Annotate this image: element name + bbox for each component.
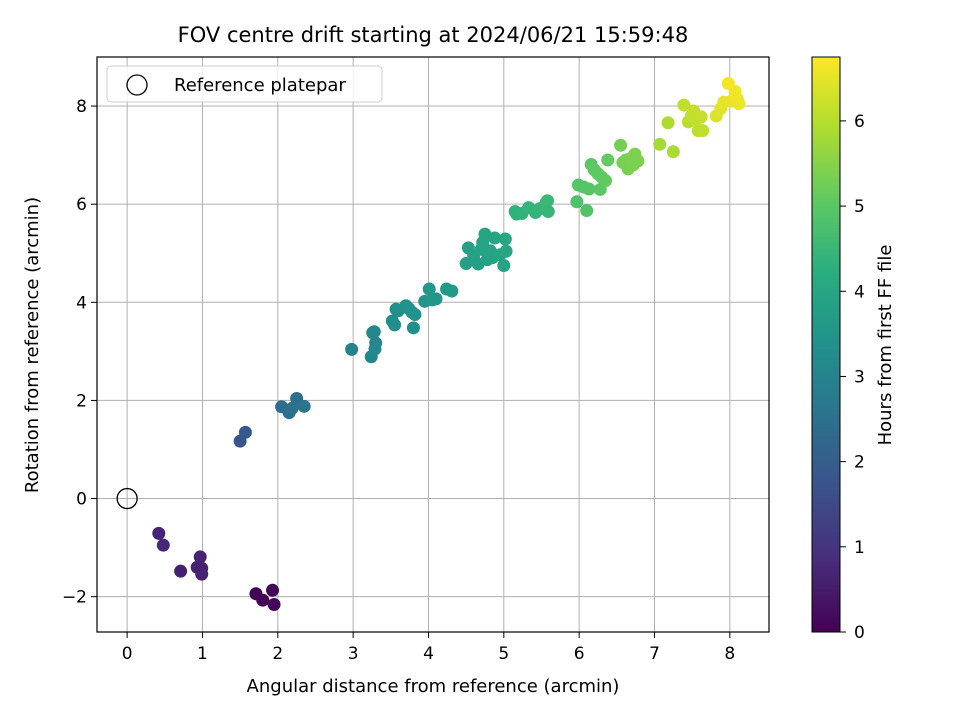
x-tick-label: 5 <box>498 644 509 664</box>
reference-platepar-point <box>116 487 138 510</box>
colorbar-tick-label: 1 <box>854 538 865 558</box>
data-point <box>388 318 402 332</box>
y-axis-ticks: −2 0 2 4 6 8 <box>62 97 97 608</box>
data-point <box>580 204 594 218</box>
legend-marker <box>126 74 148 96</box>
y-tick-label: 6 <box>76 195 87 215</box>
data-point <box>174 564 188 578</box>
y-tick-label: 0 <box>76 490 87 510</box>
data-point <box>195 567 209 581</box>
data-point <box>541 205 555 219</box>
data-point <box>266 583 280 597</box>
data-point <box>497 259 511 273</box>
colorbar-label: Hours from first FF file <box>875 245 896 446</box>
x-tick-label: 3 <box>348 644 359 664</box>
colorbar: 0 1 2 3 4 5 6 Hours from first FF file <box>811 56 896 643</box>
data-point <box>297 399 311 413</box>
data-point <box>666 145 680 159</box>
y-axis-label: Rotation from reference (arcmin) <box>22 197 43 493</box>
colorbar-tick-label: 3 <box>854 367 865 387</box>
data-point <box>599 174 613 188</box>
data-point <box>422 282 436 296</box>
chart-title: FOV centre drift starting at 2024/06/21 … <box>178 23 689 47</box>
colorbar-tick-label: 5 <box>854 197 865 217</box>
legend-box <box>106 65 383 103</box>
data-point <box>677 98 691 112</box>
data-point <box>345 342 359 356</box>
x-tick-label: 6 <box>574 644 585 664</box>
x-axis-ticks: 0 1 2 3 4 5 6 7 8 <box>122 632 735 664</box>
data-points <box>152 76 746 612</box>
grid-lines <box>97 57 769 632</box>
colorbar-tick-label: 6 <box>854 112 865 132</box>
data-point <box>478 227 492 241</box>
colorbar-ticks: 0 1 2 3 4 5 6 <box>840 112 865 643</box>
x-tick-label: 0 <box>122 644 133 664</box>
y-tick-label: −2 <box>62 588 87 608</box>
data-point <box>614 138 628 152</box>
data-point <box>498 232 512 246</box>
data-point <box>653 137 667 151</box>
data-point <box>156 538 170 552</box>
x-tick-label: 8 <box>724 644 735 664</box>
colorbar-tick-label: 0 <box>854 623 865 643</box>
x-tick-label: 2 <box>272 644 283 664</box>
data-point <box>582 182 596 196</box>
data-point <box>429 292 443 306</box>
data-point <box>661 116 675 130</box>
data-point <box>541 194 555 208</box>
legend-entry-reference: Reference platepar <box>174 75 346 96</box>
data-point <box>408 308 422 322</box>
data-point <box>696 124 710 138</box>
y-tick-label: 8 <box>76 97 87 117</box>
data-point <box>488 231 502 245</box>
data-point <box>694 110 708 124</box>
colorbar-tick-label: 2 <box>854 453 865 473</box>
x-axis-label: Angular distance from reference (arcmin) <box>247 676 620 697</box>
data-point <box>152 526 166 540</box>
plot-frame <box>96 56 770 633</box>
data-point <box>626 158 640 172</box>
colorbar-gradient <box>811 56 841 633</box>
data-point <box>238 425 252 439</box>
reference-marker <box>116 487 138 510</box>
x-tick-label: 4 <box>423 644 434 664</box>
y-tick-label: 4 <box>76 293 87 313</box>
legend: Reference platepar <box>106 65 383 103</box>
data-point <box>367 325 381 339</box>
x-tick-label: 7 <box>649 644 660 664</box>
data-point <box>499 244 513 258</box>
data-point <box>193 550 207 564</box>
data-point <box>285 401 299 415</box>
data-point <box>369 336 383 350</box>
data-point <box>601 153 615 167</box>
data-point <box>732 97 746 111</box>
data-point <box>570 195 584 209</box>
colorbar-tick-label: 4 <box>854 282 865 302</box>
data-point <box>267 598 281 612</box>
x-tick-label: 1 <box>197 644 208 664</box>
data-point <box>445 284 459 298</box>
data-point <box>256 593 270 607</box>
data-point <box>406 321 420 335</box>
y-tick-label: 2 <box>76 391 87 411</box>
